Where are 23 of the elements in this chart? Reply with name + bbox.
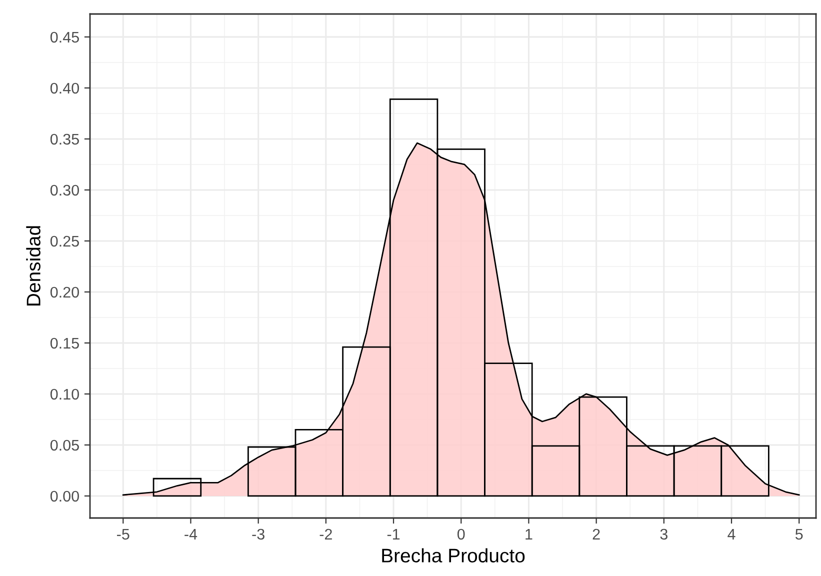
x-axis-title: Brecha Producto xyxy=(382,548,525,562)
x-tick-label: -2 xyxy=(320,528,332,540)
y-tick-label: 0.00 xyxy=(50,490,79,502)
x-tick-label: 5 xyxy=(795,528,803,540)
y-tick-label: 0.15 xyxy=(50,338,79,349)
x-tick-label: 4 xyxy=(728,528,736,540)
y-tick-label: 0.30 xyxy=(50,184,79,196)
x-tick-label: -4 xyxy=(184,528,198,540)
y-tick-label: 0.45 xyxy=(50,32,79,43)
y-tick-label: 0.35 xyxy=(50,134,79,145)
x-tick-label: 2 xyxy=(592,528,600,540)
y-tick-label: 0.20 xyxy=(50,286,79,298)
y-tick-label: 0.10 xyxy=(50,388,79,400)
x-tick-label: -5 xyxy=(117,528,130,540)
y-tick-label: 0.40 xyxy=(50,82,79,94)
x-tick-label: 3 xyxy=(660,528,668,540)
x-tick-label: 1 xyxy=(526,528,532,540)
y-tick-label: 0.05 xyxy=(50,440,79,451)
y-tick-label: 0.25 xyxy=(50,236,79,247)
x-tick-label: 0 xyxy=(457,528,465,540)
x-tick-label: -1 xyxy=(387,528,400,540)
x-tick-label: -3 xyxy=(252,528,264,540)
y-axis-title: Densidad xyxy=(26,226,40,306)
